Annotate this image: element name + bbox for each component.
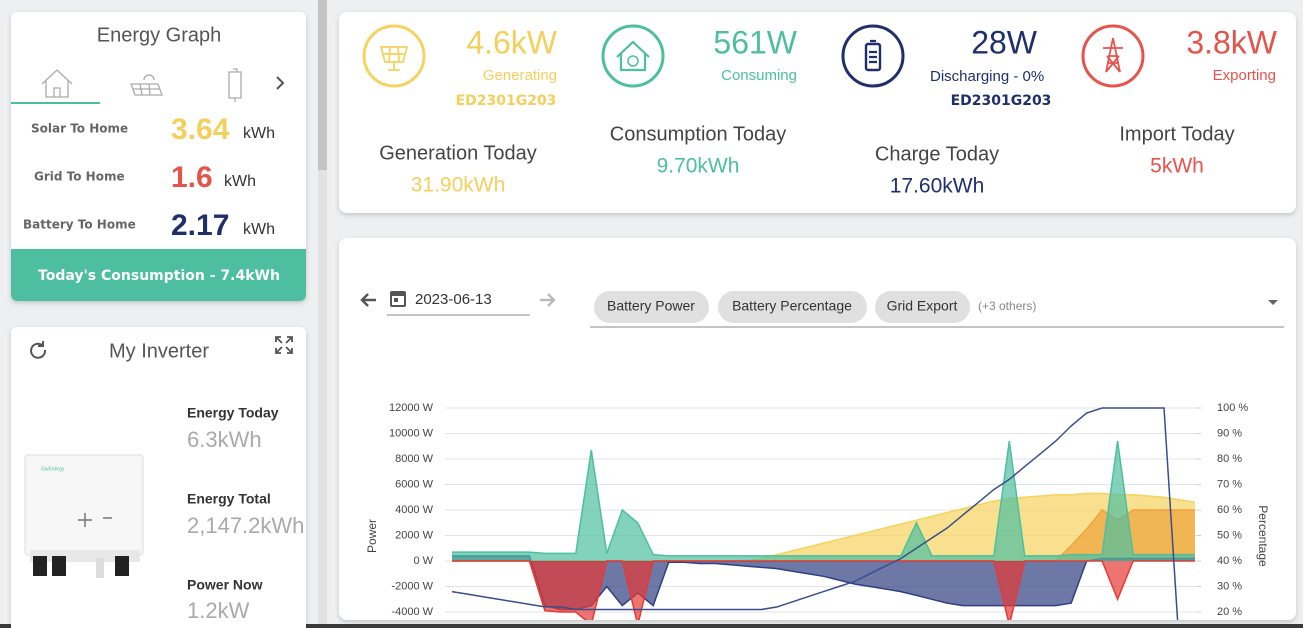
scrollbar-track — [318, 0, 327, 628]
row-unit: kWh — [243, 221, 275, 238]
y-tick-label: 6000 W — [395, 478, 434, 490]
summary-value: 561W — [713, 24, 797, 60]
summary-status: Exporting — [1213, 67, 1276, 84]
today-value: 5kWh — [1150, 155, 1204, 178]
y2-tick-label: 50 % — [1217, 529, 1242, 541]
card-title: Energy Graph — [97, 24, 222, 46]
area-line — [452, 560, 1195, 620]
y-axis-label: Power — [365, 519, 379, 553]
y2-axis-label: Percentage — [1256, 505, 1270, 567]
row-label: Grid To Home — [34, 170, 125, 184]
row-unit: kWh — [243, 125, 275, 142]
row-value: 1.6 — [171, 161, 213, 194]
bottom-strip — [0, 624, 1303, 628]
today-value: 31.90kWh — [411, 174, 506, 197]
series-line — [451, 407, 1179, 620]
prev-day[interactable] — [360, 293, 376, 307]
summary-serial: ED2301G203 — [456, 93, 557, 109]
y-tick-label: 0 W — [413, 555, 433, 567]
today-label: Generation Today — [379, 142, 537, 164]
scrollbar-thumb[interactable] — [318, 0, 327, 170]
y2-tick-label: 40 % — [1217, 555, 1242, 567]
y-tick-label: 12000 W — [389, 402, 434, 414]
stat-value: 1.2kW — [187, 598, 250, 623]
y-tick-label: 2000 W — [395, 529, 434, 541]
y-tick-label: 4000 W — [395, 504, 434, 516]
today-label: Charge Today — [875, 143, 999, 165]
area-fill — [452, 441, 1195, 561]
dropdown-arrow[interactable] — [1268, 300, 1278, 305]
y-tick-label: -2000 W — [391, 580, 433, 592]
tab-next[interactable] — [276, 76, 285, 90]
summary-serial: ED2301G203 — [951, 93, 1052, 109]
y2-tick-label: 70 % — [1217, 478, 1242, 490]
card-title: My Inverter — [109, 340, 209, 362]
calendar-icon[interactable] — [390, 291, 406, 307]
stat-label: Energy Today — [187, 405, 279, 421]
area-line — [452, 440, 1195, 557]
stat-label: Power Now — [187, 577, 263, 593]
date-input[interactable]: 2023-06-13 — [415, 291, 492, 308]
summary-status: Consuming — [721, 67, 797, 84]
row-label: Battery To Home — [23, 218, 136, 232]
refresh-icon[interactable] — [30, 341, 47, 359]
y2-tick-label: 80 % — [1217, 453, 1242, 465]
area-fill — [452, 561, 1195, 620]
stat-value: 2,147.2kWh — [187, 513, 304, 538]
inverter-image — [24, 454, 144, 578]
row-unit: kWh — [224, 173, 256, 190]
today-label: Consumption Today — [610, 123, 786, 145]
chip[interactable] — [875, 291, 970, 323]
y-tick-label: 10000 W — [389, 427, 434, 439]
y2-tick-label: 100 % — [1217, 402, 1248, 414]
inverter-brand: GivEnergy — [41, 466, 65, 472]
chip-label: Battery Power — [607, 298, 695, 314]
stat-label: Energy Total — [187, 491, 271, 507]
today-value: 17.60kWh — [890, 175, 985, 198]
row-value: 3.64 — [171, 113, 230, 146]
stat-value: 6.3kWh — [187, 427, 262, 452]
chip-label: Battery Percentage — [732, 298, 852, 314]
tab-icons[interactable] — [41, 68, 242, 102]
y2-tick-label: 90 % — [1217, 427, 1242, 439]
row-value: 2.17 — [171, 209, 229, 242]
more-chips: (+3 others) — [978, 299, 1036, 313]
summary-value: 3.8kW — [1186, 24, 1277, 60]
y-tick-label: 8000 W — [395, 453, 434, 465]
energy-graph-card — [11, 12, 306, 301]
y2-tick-label: 20 % — [1217, 606, 1242, 618]
footer-text: Today's Consumption - 7.4kWh — [38, 268, 280, 284]
y2-tick-label: 60 % — [1217, 504, 1242, 516]
y2-tick-label: 30 % — [1217, 580, 1242, 592]
expand-icon[interactable] — [275, 336, 293, 354]
summary-value: 28W — [971, 24, 1038, 60]
chip[interactable] — [594, 291, 709, 323]
today-label: Import Today — [1119, 123, 1234, 145]
chip-label: Grid Export — [887, 298, 958, 314]
footer-bar — [11, 249, 306, 301]
next-day[interactable] — [540, 293, 556, 307]
row-label: Solar To Home — [31, 122, 128, 136]
y-tick-label: -4000 W — [391, 606, 433, 618]
today-value: 9.70kWh — [657, 155, 740, 178]
summary-value: 4.6kW — [466, 24, 557, 60]
plot — [451, 407, 1196, 620]
summary-status: Discharging - 0% — [930, 68, 1044, 85]
summary-status: Generating — [483, 67, 557, 84]
summary-card — [339, 12, 1296, 213]
chip[interactable] — [718, 291, 867, 323]
summary-icons — [362, 24, 1145, 88]
